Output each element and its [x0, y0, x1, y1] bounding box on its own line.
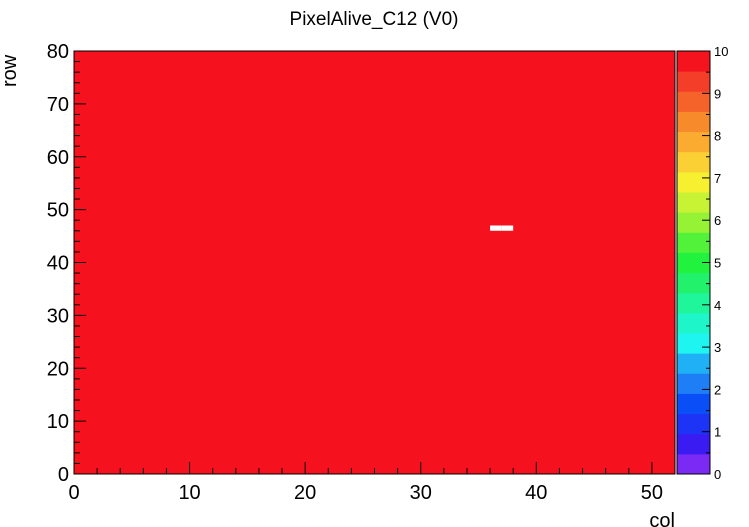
y-tick-label: 60 [47, 147, 69, 169]
y-tick-label: 70 [47, 94, 69, 116]
palette-band [677, 353, 710, 374]
x-axis-label: col [649, 510, 675, 527]
x-tick-label: 40 [525, 482, 547, 504]
y-tick-label: 40 [47, 253, 69, 275]
palette-band [677, 272, 710, 294]
y-tick-label: 20 [47, 358, 69, 380]
palette-band [677, 171, 710, 193]
palette-band [677, 131, 710, 153]
y-tick-label: 50 [47, 200, 69, 222]
x-tick-label: 30 [410, 482, 432, 504]
heatmap-fill [74, 51, 675, 474]
palette-band [677, 91, 710, 112]
z-tick-label: 8 [714, 129, 721, 144]
chart-title: PixelAlive_C12 (V0) [290, 9, 459, 30]
z-tick-label: 0 [714, 467, 721, 482]
palette-band [677, 333, 710, 354]
z-tick-label: 9 [714, 86, 721, 101]
z-tick-label: 6 [714, 213, 721, 228]
palette-band [677, 433, 710, 455]
y-tick-label: 30 [47, 305, 69, 327]
heatmap-cell [501, 225, 514, 231]
axes: 0 10 20 30 40 50 0 10 20 30 40 50 60 70 80 [47, 41, 676, 504]
palette-band [677, 292, 710, 314]
x-tick-label: 20 [294, 482, 316, 504]
z-tick-label: 5 [714, 256, 721, 271]
y-tick-label: 0 [58, 464, 69, 486]
palette-band [677, 252, 710, 274]
z-tick-label: 1 [714, 425, 721, 440]
palette-band [677, 453, 710, 475]
palette-band [677, 111, 710, 133]
palette-band [677, 151, 710, 173]
palette-band [677, 212, 710, 233]
z-tick-label: 2 [714, 382, 721, 397]
z-tick-label: 10 [714, 44, 728, 59]
plot-area [74, 51, 675, 474]
z-tick-label: 4 [714, 298, 721, 313]
palette-band [677, 232, 710, 253]
palette-band [677, 192, 710, 213]
x-tick-label: 10 [178, 482, 200, 504]
palette-band [677, 413, 710, 435]
color-scale: 0 1 2 3 4 5 6 7 8 9 10 [676, 44, 728, 482]
x-tick-label: 50 [641, 482, 663, 504]
y-axis-label: row [0, 54, 21, 87]
y-tick-label: 10 [47, 411, 69, 433]
palette-band [677, 312, 710, 334]
palette-band [677, 393, 710, 415]
heatmap-cell [490, 225, 502, 231]
palette-band [677, 373, 710, 394]
z-tick-label: 3 [714, 340, 721, 355]
x-tick-label: 0 [68, 482, 79, 504]
z-tick-label: 7 [714, 171, 721, 186]
palette-band [677, 71, 710, 92]
y-tick-label: 80 [47, 41, 69, 63]
palette-band [677, 51, 710, 72]
